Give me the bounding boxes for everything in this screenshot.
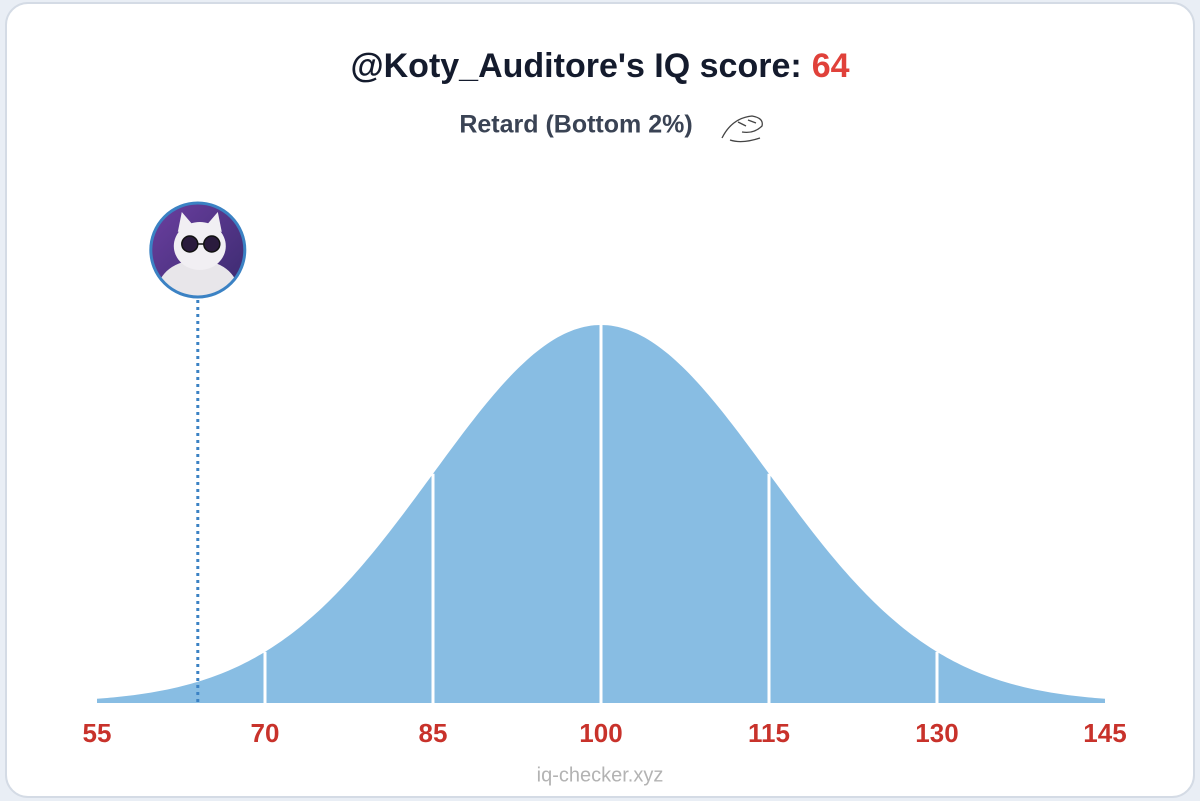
- cat-body: [157, 260, 238, 296]
- glasses-left: [181, 235, 199, 253]
- avatar-border: [149, 201, 247, 299]
- x-tick-label: 55: [83, 718, 112, 748]
- footer: iq-checker.xyz: [537, 764, 664, 786]
- x-tick-label: 130: [915, 718, 958, 748]
- score-value: 64: [812, 47, 850, 85]
- x-tick-label: 115: [748, 718, 790, 748]
- glasses-right: [203, 235, 221, 253]
- subtitle: Retard (Bottom 2%): [459, 111, 692, 139]
- x-tick-label: 85: [419, 718, 448, 748]
- avatar-image: [151, 204, 244, 296]
- title-text: @Koty_Auditore's IQ score:: [350, 47, 801, 85]
- cat-ears: [177, 212, 222, 232]
- meme-icon: [721, 115, 763, 143]
- x-tick-label: 145: [1083, 718, 1126, 748]
- avatar: [149, 201, 247, 299]
- x-tick-label: 70: [251, 718, 280, 748]
- chart-title: @Koty_Auditore's IQ score: 64: [350, 47, 849, 85]
- x-tick-label: 100: [579, 718, 622, 748]
- cat-head: [173, 222, 226, 270]
